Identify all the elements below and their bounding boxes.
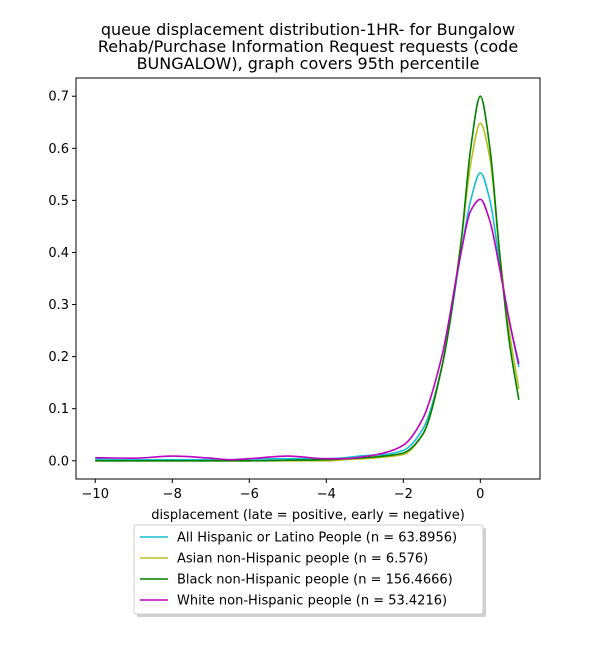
y-tick-label: 0.2 [48, 350, 69, 365]
chart-title-line: Rehab/Purchase Information Request reque… [98, 37, 518, 56]
y-tick-label: 0.6 [48, 142, 69, 157]
legend-entries: All Hispanic or Latino People (n = 63.89… [140, 531, 457, 609]
x-axis-ticks: −10 −8 −6 −4 −2 0 [82, 479, 484, 502]
y-tick-label: 0.4 [48, 246, 69, 261]
x-tick-label: −4 [317, 487, 336, 502]
legend-label: White non-Hispanic people (n = 53.4216) [177, 594, 447, 609]
legend-label: Black non-Hispanic people (n = 156.4666) [177, 573, 453, 588]
series-line-1 [95, 171, 520, 461]
y-tick-label: 0.1 [48, 402, 69, 417]
legend: All Hispanic or Latino People (n = 63.89… [133, 524, 486, 617]
x-tick-label: −2 [394, 487, 413, 502]
chart-title-line: BUNGALOW), graph covers 95th percentile [137, 54, 480, 73]
legend-label: All Hispanic or Latino People (n = 63.89… [177, 531, 457, 546]
y-axis-ticks: 0.0 0.1 0.2 0.3 0.4 0.5 0.6 0.7 [48, 90, 76, 469]
x-tick-label: 0 [476, 487, 484, 502]
chart-title: queue displacement distribution-1HR- for… [98, 20, 518, 73]
legend-label: Asian non-Hispanic people (n = 6.576) [177, 552, 428, 567]
plot-area-frame [75, 77, 541, 480]
x-tick-label: −6 [240, 487, 259, 502]
series-line-4 [95, 198, 520, 461]
y-tick-label: 0.5 [48, 194, 69, 209]
x-tick-label: −8 [163, 487, 182, 502]
x-axis-label: displacement (late = positive, early = n… [151, 508, 465, 523]
y-tick-label: 0.7 [48, 90, 69, 105]
y-tick-label: 0.3 [48, 298, 69, 313]
plot-lines [95, 95, 520, 462]
legend-box [133, 524, 484, 615]
series-line-3 [95, 95, 520, 462]
chart-title-line: queue displacement distribution-1HR- for… [101, 20, 515, 39]
y-tick-label: 0.0 [48, 454, 69, 469]
x-tick-label: −10 [82, 487, 109, 502]
